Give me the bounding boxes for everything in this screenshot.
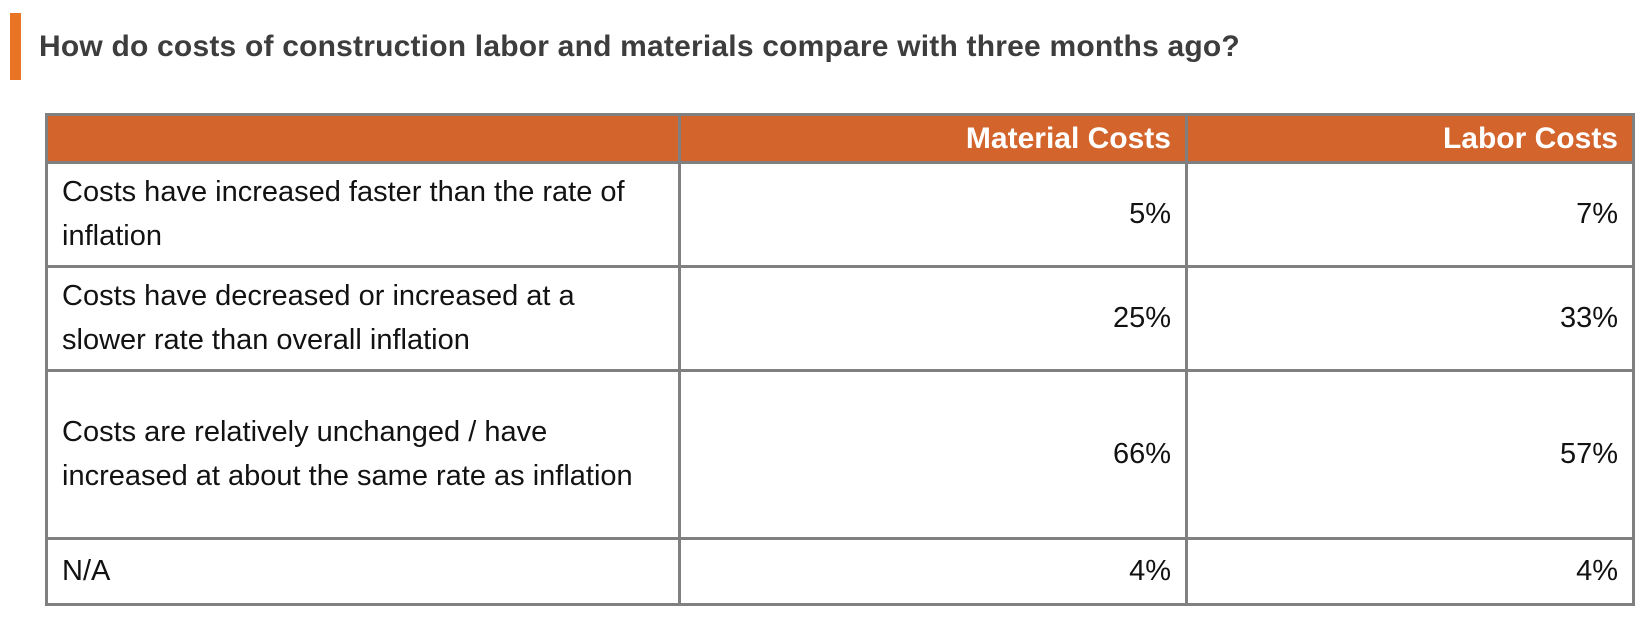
page-title: How do costs of construction labor and m…	[39, 29, 1240, 63]
table-row: Costs have decreased or increased at a s…	[45, 265, 1635, 372]
table-header-row: Material Costs Labor Costs	[45, 113, 1635, 164]
labor-costs-value: 7%	[1185, 161, 1635, 268]
table-row: Costs are relatively unchanged / have in…	[45, 369, 1635, 540]
row-label: Costs have decreased or increased at a s…	[45, 265, 681, 372]
title-block: How do costs of construction labor and m…	[10, 13, 1240, 80]
material-costs-value: 25%	[678, 265, 1188, 372]
header-empty-cell	[45, 113, 681, 164]
table-row: N/A 4% 4%	[45, 537, 1635, 606]
survey-table-container: Material Costs Labor Costs Costs have in…	[45, 113, 1635, 606]
header-material-costs: Material Costs	[678, 113, 1188, 164]
table-row: Costs have increased faster than the rat…	[45, 161, 1635, 268]
survey-table: Material Costs Labor Costs Costs have in…	[45, 113, 1635, 606]
row-label: Costs have increased faster than the rat…	[45, 161, 681, 268]
labor-costs-value: 4%	[1185, 537, 1635, 606]
header-labor-costs: Labor Costs	[1185, 113, 1635, 164]
row-label: N/A	[45, 537, 681, 606]
material-costs-value: 66%	[678, 369, 1188, 540]
material-costs-value: 5%	[678, 161, 1188, 268]
labor-costs-value: 33%	[1185, 265, 1635, 372]
material-costs-value: 4%	[678, 537, 1188, 606]
row-label: Costs are relatively unchanged / have in…	[45, 369, 681, 540]
title-accent-bar	[10, 13, 21, 80]
labor-costs-value: 57%	[1185, 369, 1635, 540]
